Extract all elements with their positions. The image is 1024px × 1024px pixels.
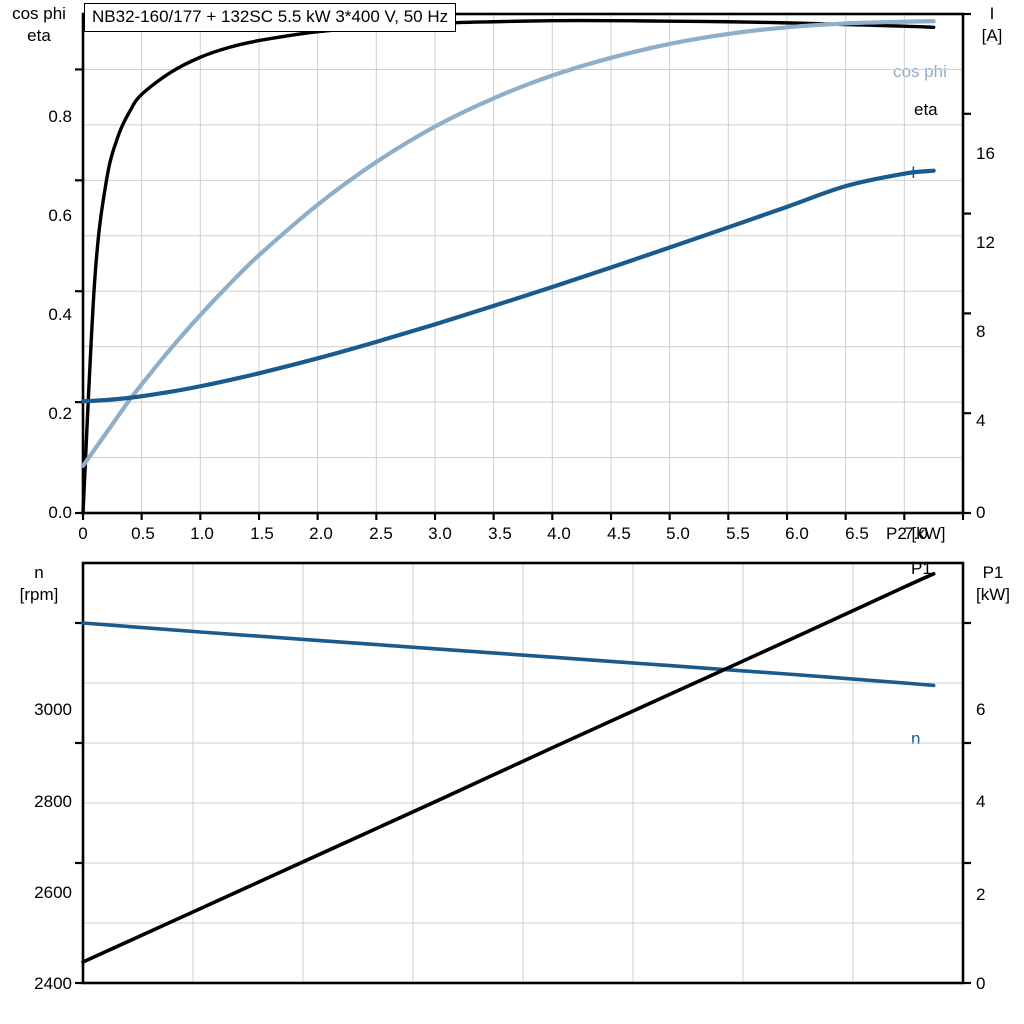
bottom-left-tick-1: 2600 [34,883,72,902]
top-left-tick-1: 0.2 [48,404,72,423]
top-x-tick-9: 4.5 [607,524,631,543]
top-x-tick-0: 0 [78,524,88,543]
top-x-tick-14: 7.0 [904,524,928,543]
bottom-left-tick-0: 2400 [34,974,72,993]
top-x-tick-7: 3.5 [488,524,512,543]
top-x-tick-11: 5.5 [726,524,750,543]
curve-label-cos-phi: cos phi [893,62,947,81]
curve-P1 [81,572,936,964]
top-x-tick-10: 5.0 [666,524,690,543]
top-right-tick-4: 16 [976,144,995,163]
top-x-tick-6: 3.0 [428,524,452,543]
curve-n [81,621,936,688]
top-x-tick-2: 1.0 [190,524,214,543]
top-right-axis-title-line1: I [989,4,995,23]
bottom-left-tick-2: 2800 [34,792,72,811]
bottom-right-tick-0: 0 [976,974,986,993]
bottom-left-axis-title-line1: n [34,563,44,582]
top-right-axis-title-line2: [A] [981,26,1003,45]
top-right-tick-2: 8 [976,322,986,341]
curve-I [80,168,936,404]
top-x-axis-title: P2 [kW] [886,524,946,543]
top-x-tick-8: 4.0 [547,524,571,543]
top-x-tick-1: 0.5 [131,524,155,543]
top-left-axis-title-line2: eta [27,26,51,45]
bottom-right-tick-2: 4 [976,792,986,811]
bottom-right-tick-3: 6 [976,700,986,719]
chart-title-box: NB32-160/177 + 132SC 5.5 kW 3*400 V, 50 … [84,3,457,32]
top-left-axis-title-line1: cos phi [12,4,66,23]
bottom-right-axis-title-line2: [kW] [976,585,1010,604]
top-x-tick-4: 2.0 [309,524,333,543]
bottom-right-axis-title-line1: P1 [982,563,1004,582]
top-x-tick-5: 2.5 [369,524,393,543]
curve-eta [81,18,936,515]
top-x-tick-12: 6.0 [785,524,809,543]
top-left-tick-4: 0.8 [48,107,72,126]
top-left-tick-2: 0.4 [48,305,72,324]
top-x-tick-13: 6.5 [845,524,869,543]
curve-label-eta: eta [914,100,938,119]
top-right-tick-0: 0 [976,503,986,522]
top-right-tick-3: 12 [976,233,995,252]
bottom-right-tick-1: 2 [976,885,986,904]
top-left-tick-0: 0.0 [48,503,72,522]
curve-cos-phi [80,19,936,468]
bottom-left-tick-3: 3000 [34,700,72,719]
top-x-tick-3: 1.5 [250,524,274,543]
chart-title: NB32-160/177 + 132SC 5.5 kW 3*400 V, 50 … [92,7,449,26]
bottom-left-axis-title-line2: [rpm] [19,585,59,604]
top-right-tick-1: 4 [976,411,986,430]
curve-label-speed: n [911,729,921,748]
top-left-tick-3: 0.6 [48,206,72,225]
